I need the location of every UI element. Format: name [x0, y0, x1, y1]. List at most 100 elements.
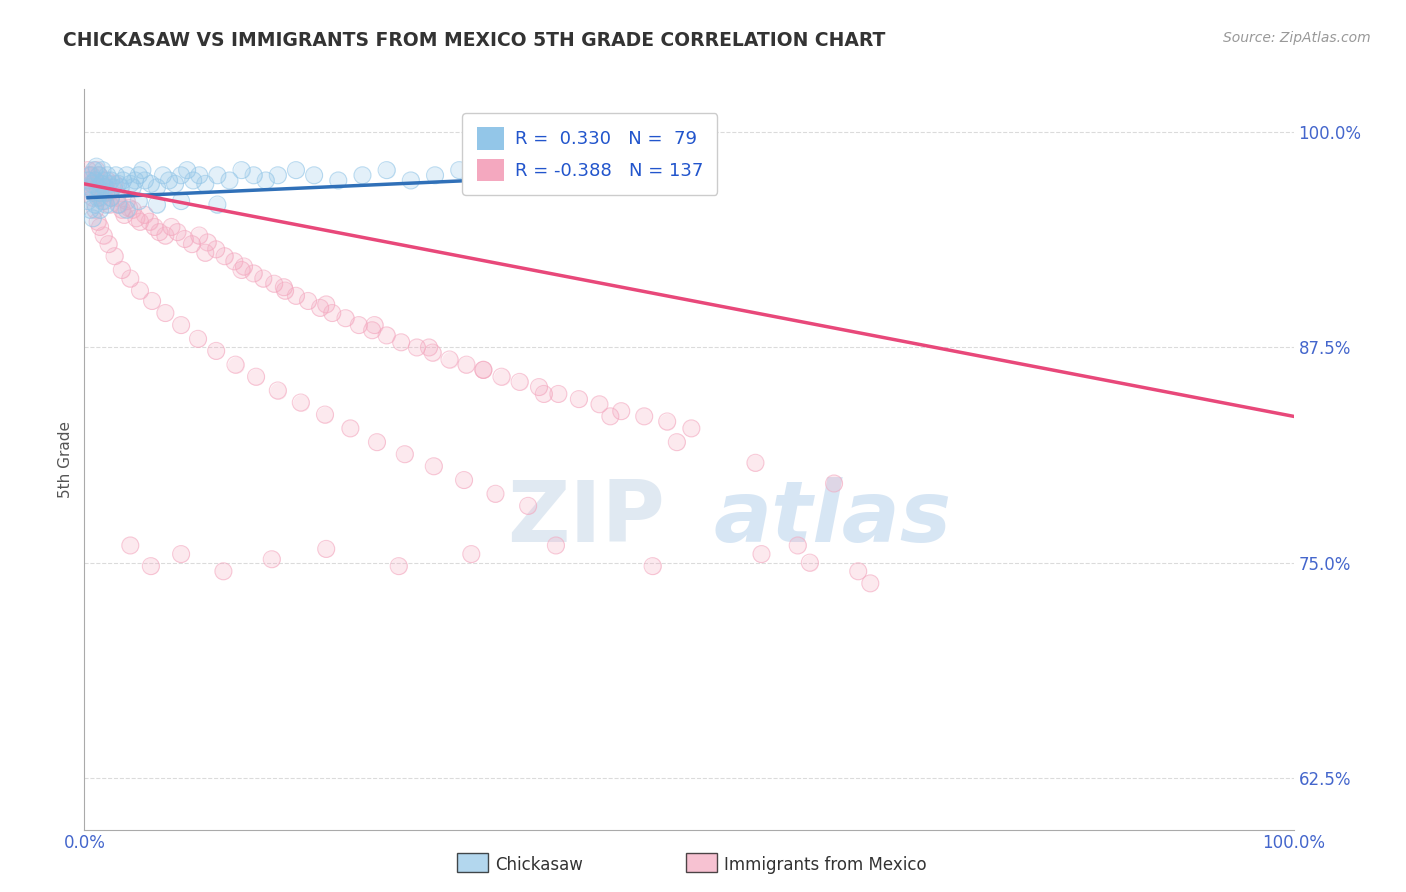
Point: [155, 306, 177, 320]
Point: [112, 173, 135, 187]
Point: [120, 539, 142, 553]
Point: [86, 163, 108, 178]
Point: [134, 208, 156, 222]
Point: [84, 173, 107, 187]
Point: [641, 169, 664, 183]
Point: [128, 194, 150, 208]
Point: [94, 197, 117, 211]
Point: [233, 260, 256, 274]
Point: [418, 341, 440, 355]
Point: [104, 249, 127, 263]
Point: [96, 173, 118, 187]
Point: [80, 169, 103, 183]
Point: [96, 169, 118, 183]
Point: [98, 197, 121, 211]
Point: [207, 197, 229, 211]
Point: [94, 197, 117, 211]
Point: [86, 191, 108, 205]
Point: [254, 173, 277, 187]
Point: [134, 173, 156, 187]
Point: [547, 387, 569, 401]
Point: [129, 215, 152, 229]
Point: [146, 197, 169, 211]
Point: [187, 332, 209, 346]
Point: [366, 435, 388, 450]
Point: [321, 306, 343, 320]
Point: [520, 163, 543, 178]
Point: [121, 180, 143, 194]
Point: [181, 173, 204, 187]
Point: [394, 447, 416, 461]
Point: [82, 177, 104, 191]
Point: [460, 547, 482, 561]
Point: [82, 186, 104, 200]
Point: [91, 163, 114, 178]
Point: [297, 293, 319, 308]
Point: [107, 177, 129, 191]
Point: [80, 177, 103, 191]
Point: [641, 169, 664, 183]
Point: [110, 180, 132, 194]
Point: [302, 169, 325, 183]
Point: [449, 163, 471, 178]
Point: [112, 173, 135, 187]
Point: [207, 169, 229, 183]
Point: [194, 177, 217, 191]
Point: [263, 277, 285, 291]
Point: [146, 197, 169, 211]
Point: [82, 191, 104, 205]
Point: [120, 177, 142, 191]
Point: [363, 318, 385, 332]
Point: [91, 163, 114, 178]
Point: [97, 237, 120, 252]
Point: [87, 169, 110, 183]
Point: [205, 343, 228, 358]
Point: [260, 552, 283, 566]
Point: [197, 235, 219, 250]
Point: [617, 163, 640, 178]
Point: [366, 435, 388, 450]
Point: [273, 280, 295, 294]
Text: Source: ZipAtlas.com: Source: ZipAtlas.com: [1223, 31, 1371, 45]
Point: [205, 243, 228, 257]
Point: [125, 211, 148, 226]
Point: [422, 345, 444, 359]
Point: [79, 180, 101, 194]
Point: [93, 173, 115, 187]
Point: [84, 202, 107, 217]
Point: [77, 180, 100, 194]
Point: [439, 352, 461, 367]
Point: [569, 173, 592, 187]
Point: [472, 169, 495, 183]
Point: [690, 169, 713, 183]
Point: [533, 387, 555, 401]
Point: [80, 177, 103, 191]
Point: [94, 186, 117, 200]
Point: [388, 559, 411, 574]
Point: [610, 404, 633, 418]
Point: [633, 409, 655, 424]
Point: [93, 186, 115, 200]
Point: [610, 404, 633, 418]
Text: Immigrants from Mexico: Immigrants from Mexico: [724, 856, 927, 874]
Point: [91, 194, 114, 208]
Point: [751, 547, 773, 561]
Point: [104, 169, 127, 183]
Point: [105, 191, 128, 205]
Point: [86, 180, 108, 194]
Point: [181, 173, 204, 187]
Point: [121, 202, 143, 217]
Point: [547, 387, 569, 401]
Point: [207, 169, 229, 183]
Point: [544, 539, 567, 553]
Point: [297, 293, 319, 308]
Point: [439, 352, 461, 367]
Point: [93, 186, 115, 200]
Point: [744, 456, 766, 470]
Point: [120, 271, 142, 285]
Point: [188, 228, 211, 243]
Point: [520, 163, 543, 178]
Point: [93, 228, 115, 243]
Point: [173, 232, 195, 246]
Point: [84, 197, 107, 211]
